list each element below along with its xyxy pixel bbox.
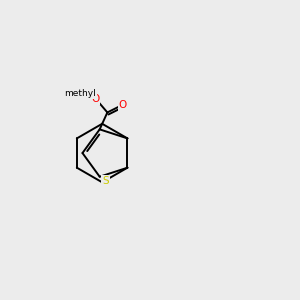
Text: O: O xyxy=(91,94,99,103)
Text: methyl: methyl xyxy=(64,89,96,98)
Text: S: S xyxy=(102,176,109,186)
Text: O: O xyxy=(118,100,127,110)
